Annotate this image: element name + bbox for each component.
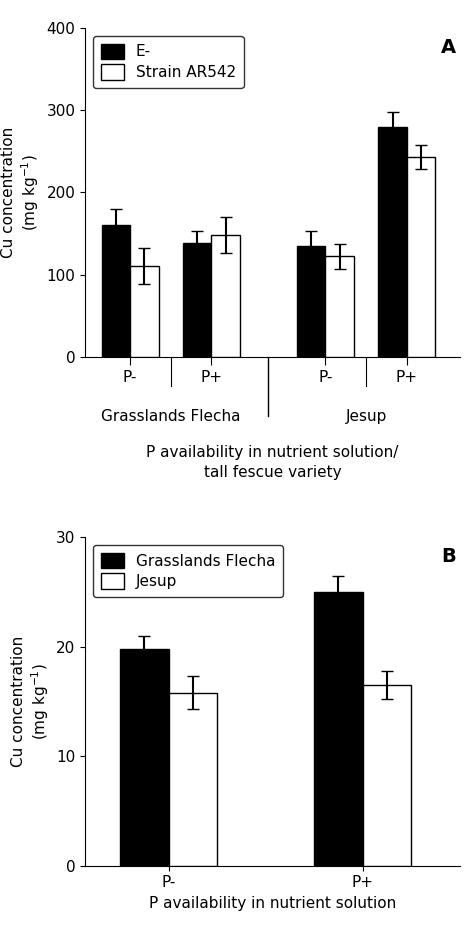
Text: P availability in nutrient solution/: P availability in nutrient solution/ bbox=[146, 445, 399, 460]
Legend: E-, Strain AR542: E-, Strain AR542 bbox=[93, 36, 244, 88]
Bar bbox=[101, 225, 130, 357]
Bar bbox=[120, 649, 169, 866]
Bar bbox=[211, 235, 240, 357]
Text: tall fescue variety: tall fescue variety bbox=[204, 465, 341, 480]
X-axis label: P availability in nutrient solution: P availability in nutrient solution bbox=[149, 896, 396, 911]
Bar bbox=[363, 685, 411, 866]
Bar bbox=[326, 257, 354, 357]
Bar bbox=[378, 127, 407, 357]
Text: Grasslands Flecha: Grasslands Flecha bbox=[101, 409, 240, 424]
Legend: Grasslands Flecha, Jesup: Grasslands Flecha, Jesup bbox=[93, 545, 283, 597]
Text: A: A bbox=[441, 38, 456, 57]
Bar bbox=[314, 592, 363, 866]
Bar bbox=[297, 246, 326, 357]
Text: Jesup: Jesup bbox=[346, 409, 387, 424]
Bar bbox=[130, 266, 159, 357]
Bar bbox=[407, 157, 435, 357]
Bar bbox=[169, 693, 217, 866]
Y-axis label: Cu concentration
(mg kg$^{-1}$): Cu concentration (mg kg$^{-1}$) bbox=[1, 127, 41, 258]
Text: B: B bbox=[441, 547, 456, 566]
Bar bbox=[183, 244, 211, 357]
Y-axis label: Cu concentration
(mg kg$^{-1}$): Cu concentration (mg kg$^{-1}$) bbox=[10, 636, 51, 767]
